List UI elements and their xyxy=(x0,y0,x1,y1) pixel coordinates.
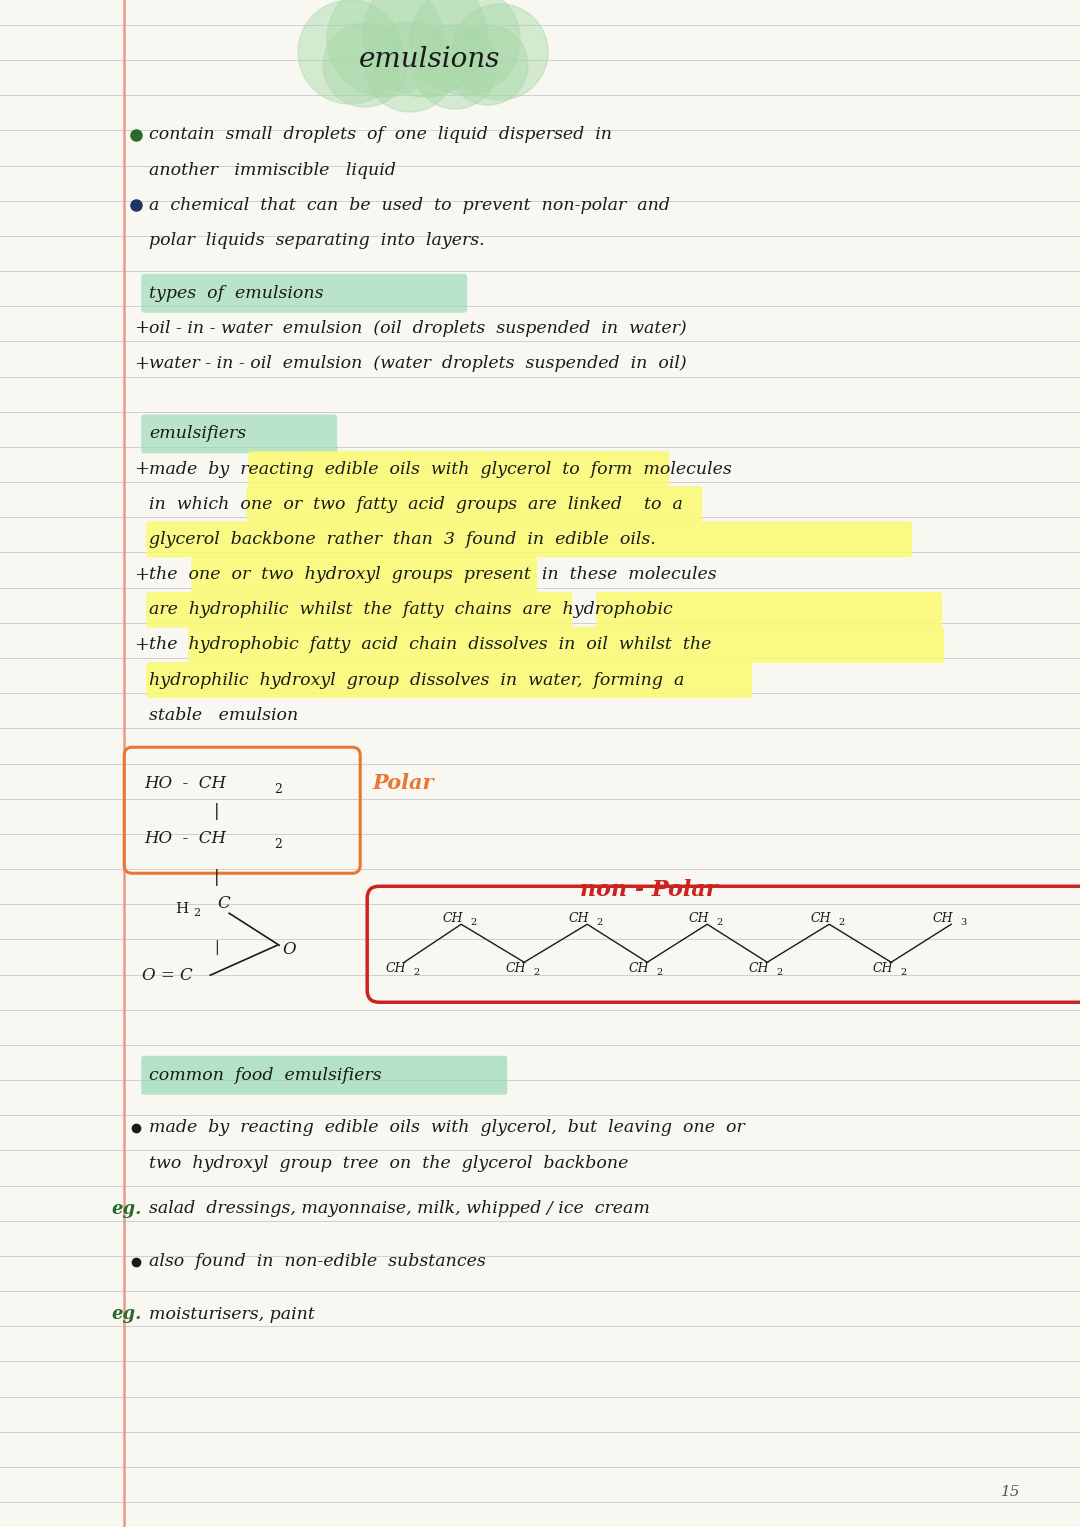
Text: 2: 2 xyxy=(413,968,419,977)
Text: HO  -  CH: HO - CH xyxy=(145,829,226,847)
Text: 2: 2 xyxy=(838,918,845,927)
FancyBboxPatch shape xyxy=(596,592,942,628)
Text: polar  liquids  separating  into  layers.: polar liquids separating into layers. xyxy=(149,232,485,249)
Circle shape xyxy=(298,0,402,104)
Text: CH: CH xyxy=(629,962,649,974)
Text: two  hydroxyl  group  tree  on  the  glycerol  backbone: two hydroxyl group tree on the glycerol … xyxy=(149,1154,629,1171)
Text: CH: CH xyxy=(811,912,832,925)
Text: +: + xyxy=(134,460,149,478)
Text: Polar: Polar xyxy=(373,773,434,793)
Circle shape xyxy=(363,0,487,98)
Text: non - Polar: non - Polar xyxy=(580,880,717,901)
Text: 2: 2 xyxy=(193,909,200,918)
Text: 2: 2 xyxy=(596,918,603,927)
Text: moisturisers, paint: moisturisers, paint xyxy=(149,1306,315,1322)
Text: common  food  emulsifiers: common food emulsifiers xyxy=(149,1067,382,1084)
Text: |: | xyxy=(214,869,220,886)
Text: eg.: eg. xyxy=(111,1306,141,1324)
FancyBboxPatch shape xyxy=(146,521,913,557)
Text: 2: 2 xyxy=(900,968,906,977)
Text: CH: CH xyxy=(689,912,710,925)
Text: in  which  one  or  two  fatty  acid  groups  are  linked    to  a: in which one or two fatty acid groups ar… xyxy=(149,496,683,513)
Text: 2: 2 xyxy=(534,968,539,977)
Text: 3: 3 xyxy=(960,918,967,927)
Text: glycerol  backbone  rather  than  3  found  in  edible  oils.: glycerol backbone rather than 3 found in… xyxy=(149,531,656,548)
Text: O = C: O = C xyxy=(143,967,193,983)
Text: +: + xyxy=(134,635,149,654)
Text: C: C xyxy=(217,895,230,912)
Text: +: + xyxy=(134,319,149,337)
Text: made  by  reacting  edible  oils  with  glycerol  to  form  molecules: made by reacting edible oils with glycer… xyxy=(149,461,732,478)
Circle shape xyxy=(448,24,528,105)
Text: H: H xyxy=(175,902,188,916)
FancyBboxPatch shape xyxy=(248,450,670,487)
Text: 2: 2 xyxy=(274,783,282,796)
Text: 2: 2 xyxy=(716,918,723,927)
Text: 2: 2 xyxy=(470,918,476,927)
Circle shape xyxy=(365,21,455,111)
Text: CH: CH xyxy=(386,962,406,974)
Text: +: + xyxy=(134,354,149,373)
FancyBboxPatch shape xyxy=(146,663,752,698)
Text: made  by  reacting  edible  oils  with  glycerol,  but  leaving  one  or: made by reacting edible oils with glycer… xyxy=(149,1119,745,1136)
Text: CH: CH xyxy=(569,912,590,925)
FancyBboxPatch shape xyxy=(141,414,337,454)
Text: |: | xyxy=(214,803,220,820)
Text: types  of  emulsions: types of emulsions xyxy=(149,284,324,302)
Text: a  chemical  that  can  be  used  to  prevent  non-polar  and: a chemical that can be used to prevent n… xyxy=(149,197,671,214)
Text: water - in - oil  emulsion  (water  droplets  suspended  in  oil): water - in - oil emulsion (water droplet… xyxy=(149,356,687,373)
Text: hydrophilic  hydroxyl  group  dissolves  in  water,  forming  a: hydrophilic hydroxyl group dissolves in … xyxy=(149,672,685,689)
Circle shape xyxy=(410,0,519,95)
Text: +: + xyxy=(134,565,149,583)
Circle shape xyxy=(327,0,443,98)
Text: CH: CH xyxy=(505,962,526,974)
Text: CH: CH xyxy=(873,962,893,974)
Text: emulsifiers: emulsifiers xyxy=(149,426,246,443)
Text: 15: 15 xyxy=(1000,1484,1020,1500)
Text: salad  dressings, mayonnaise, milk, whipped / ice  cream: salad dressings, mayonnaise, milk, whipp… xyxy=(149,1200,650,1217)
FancyBboxPatch shape xyxy=(191,556,537,592)
Text: the  one  or  two  hydroxyl  groups  present  in  these  molecules: the one or two hydroxyl groups present i… xyxy=(149,567,717,583)
FancyBboxPatch shape xyxy=(188,628,944,663)
Text: emulsions: emulsions xyxy=(360,46,501,73)
Text: 2: 2 xyxy=(777,968,782,977)
Text: CH: CH xyxy=(443,912,463,925)
Text: contain  small  droplets  of  one  liquid  dispersed  in: contain small droplets of one liquid dis… xyxy=(149,127,612,144)
FancyBboxPatch shape xyxy=(141,273,468,313)
Text: CH: CH xyxy=(748,962,769,974)
Circle shape xyxy=(323,23,407,107)
Text: eg.: eg. xyxy=(111,1200,141,1219)
Text: the  hydrophobic  fatty  acid  chain  dissolves  in  oil  whilst  the: the hydrophobic fatty acid chain dissolv… xyxy=(149,637,712,654)
Text: O: O xyxy=(282,941,296,957)
Circle shape xyxy=(453,5,548,99)
Text: |: | xyxy=(214,939,219,954)
FancyBboxPatch shape xyxy=(246,486,702,522)
FancyBboxPatch shape xyxy=(141,1055,508,1095)
Text: 2: 2 xyxy=(656,968,662,977)
FancyBboxPatch shape xyxy=(146,592,572,628)
Text: CH: CH xyxy=(933,912,954,925)
Text: are  hydrophilic  whilst  the  fatty  chains  are  hydrophobic: are hydrophilic whilst the fatty chains … xyxy=(149,602,673,618)
Text: also  found  in  non-edible  substances: also found in non-edible substances xyxy=(149,1254,486,1270)
Text: stable   emulsion: stable emulsion xyxy=(149,707,298,724)
Text: 2: 2 xyxy=(274,838,282,851)
Text: another   immiscible   liquid: another immiscible liquid xyxy=(149,162,396,179)
Text: oil - in - water  emulsion  (oil  droplets  suspended  in  water): oil - in - water emulsion (oil droplets … xyxy=(149,321,687,337)
Text: HO  -  CH: HO - CH xyxy=(145,774,226,793)
Circle shape xyxy=(413,24,497,108)
